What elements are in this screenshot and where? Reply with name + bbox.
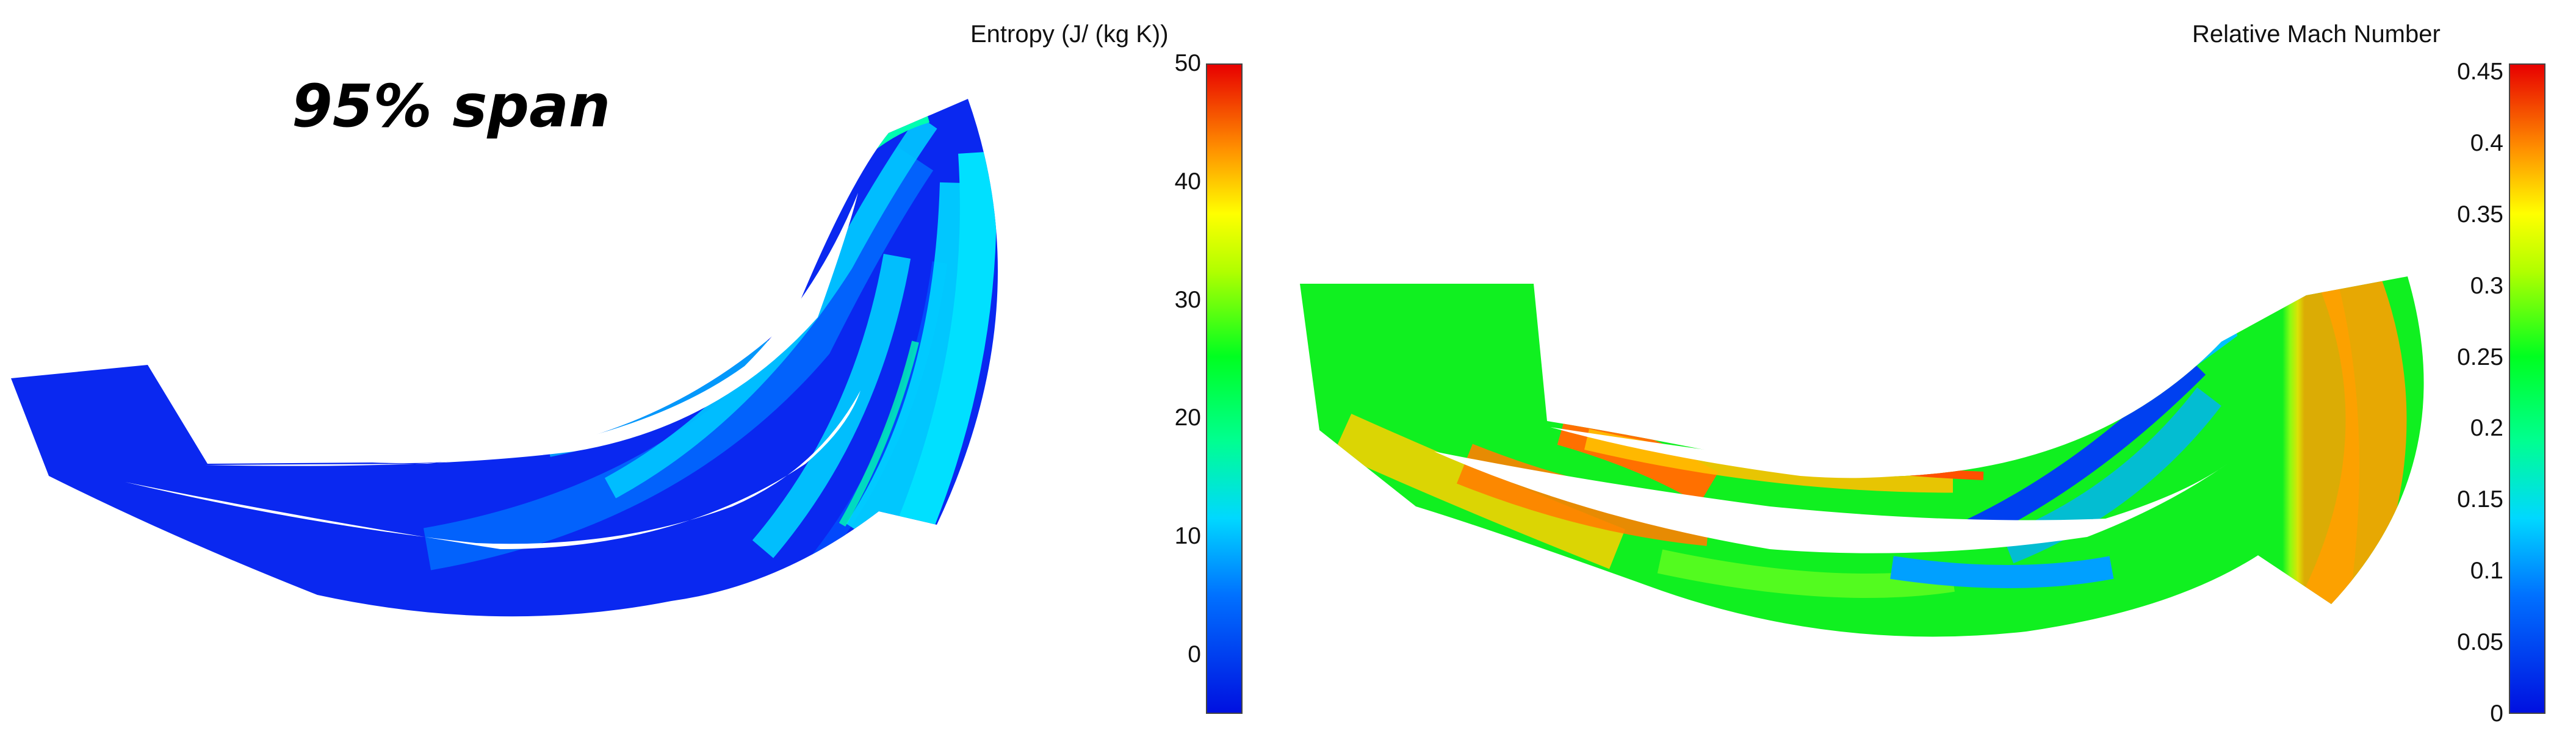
colorbar-tick-label: 0.35 [2457,201,2503,228]
mach-contour-plot [1300,276,2424,637]
mach-colorbar [2509,63,2545,714]
colorbar-tick-label: 30 [1174,286,1201,313]
colorbar-tick-label: 20 [1174,405,1201,431]
colorbar-tick-label: 0.4 [2470,129,2503,156]
colorbar-tick-label: 50 [1174,50,1201,76]
colorbar-tick-label: 0.15 [2457,486,2503,513]
span-label: 95% span [292,72,611,140]
colorbar-tick-label: 0.1 [2470,558,2503,585]
colorbar-tick-label: 0.2 [2470,415,2503,442]
colorbar-tick-label: 0 [2490,700,2503,727]
entropy-contour-plot [11,99,998,617]
entropy-colorbar [1206,63,1243,714]
colorbar-tick-label: 0.25 [2457,344,2503,370]
mach-colorbar-title: Relative Mach Number [2192,21,2441,48]
colorbar-tick-label: 0.45 [2457,59,2503,85]
colorbar-tick-label: 40 [1174,168,1201,195]
colorbar-tick-label: 10 [1174,523,1201,550]
entropy-colorbar-title: Entropy (J/ (kg K)) [970,21,1169,48]
colorbar-tick-label: 0.3 [2470,272,2503,299]
colorbar-tick-label: 0 [1188,641,1201,668]
colorbar-tick-label: 0.05 [2457,629,2503,656]
